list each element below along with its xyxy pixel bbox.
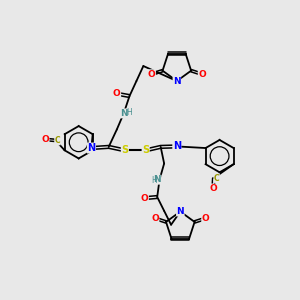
Text: O: O — [151, 214, 159, 223]
Text: S: S — [121, 145, 128, 155]
Text: H: H — [127, 108, 132, 117]
Text: N: N — [120, 109, 127, 118]
Text: H: H — [151, 176, 157, 185]
Text: O: O — [141, 194, 148, 203]
Text: N: N — [87, 143, 95, 153]
Text: O: O — [198, 70, 206, 79]
Text: O: O — [202, 214, 209, 223]
Text: N: N — [173, 76, 181, 85]
Text: S: S — [142, 145, 149, 155]
Text: O: O — [148, 70, 155, 79]
Text: N: N — [153, 175, 161, 184]
Text: O: O — [113, 89, 121, 98]
Text: C: C — [55, 136, 60, 145]
Text: N: N — [173, 141, 181, 152]
Text: C: C — [214, 174, 219, 183]
Text: O: O — [41, 135, 49, 144]
Text: N: N — [176, 207, 184, 216]
Text: O: O — [209, 184, 217, 193]
